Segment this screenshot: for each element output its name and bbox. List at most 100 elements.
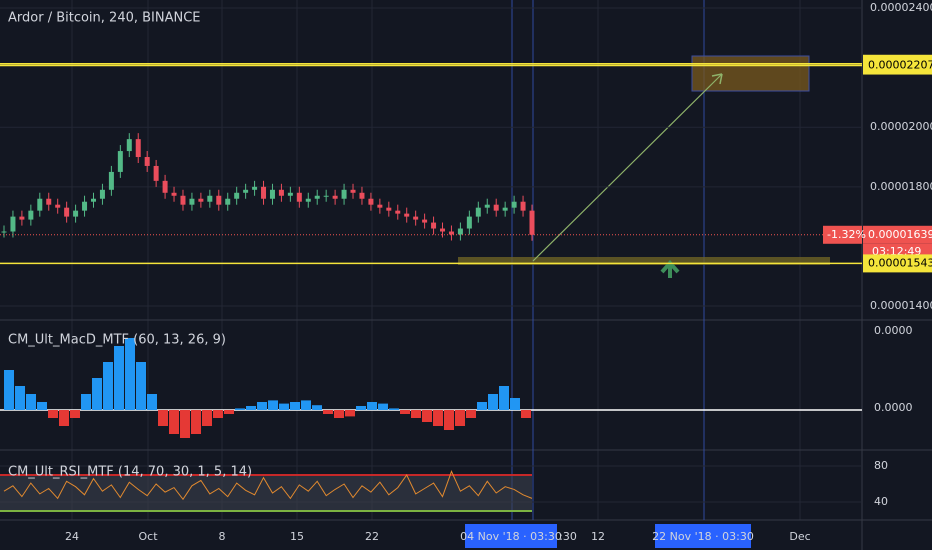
candle — [386, 207, 392, 211]
macd-bar — [510, 398, 520, 410]
candle — [350, 189, 356, 193]
price-label: 0.00002207 — [868, 59, 932, 72]
candle — [1, 231, 7, 233]
candle — [19, 216, 25, 220]
macd-bar — [48, 410, 58, 418]
time-label: 22 — [365, 530, 379, 543]
candle — [305, 198, 311, 202]
price-label: 0.00001639 — [868, 228, 932, 241]
candle — [153, 165, 159, 181]
price-label-box — [863, 225, 932, 244]
candle — [252, 186, 258, 190]
time-label: :30 — [559, 530, 577, 543]
macd-bar — [92, 378, 102, 410]
macd-bar — [169, 410, 179, 434]
time-label: Oct — [138, 530, 158, 543]
candle — [189, 198, 195, 205]
data-layer: 0.00002400 0.00002000 0.00001800 0.00001400… — [0, 1, 932, 513]
price-label-box — [863, 56, 932, 75]
candle — [493, 204, 499, 211]
price-tick-label: 0.00002400 — [870, 1, 932, 14]
arrow-head — [711, 73, 723, 85]
macd-bar — [224, 410, 234, 414]
candle — [422, 219, 428, 223]
macd-bar — [433, 410, 443, 426]
candle — [520, 201, 526, 211]
macd-bar — [4, 370, 14, 410]
candle — [368, 198, 374, 205]
macd-bar — [202, 410, 212, 426]
macd-bar — [37, 402, 47, 410]
chart-title: Ardor / Bitcoin, 240, BINANCE — [8, 11, 201, 26]
candle — [207, 195, 213, 202]
candle — [198, 198, 204, 202]
candle — [261, 186, 267, 199]
macd-bar — [213, 410, 223, 418]
macd-bar — [279, 403, 289, 410]
macd-bar — [312, 405, 322, 410]
candle — [180, 195, 186, 205]
macd-bar — [400, 410, 410, 414]
macd-bar — [125, 338, 135, 410]
macd-bar — [477, 402, 487, 410]
macd-bar — [103, 362, 113, 410]
rsi-tick-label: 40 — [874, 495, 888, 508]
macd-bar — [59, 410, 69, 426]
candle — [10, 216, 16, 232]
rsi-title: CM_Ult_RSI_MTF (14, 70, 30, 1, 5, 14) — [8, 465, 252, 480]
candle — [377, 204, 383, 208]
candle — [278, 189, 284, 196]
macd-bar — [367, 402, 377, 410]
candle — [216, 195, 222, 205]
macd-bar — [246, 406, 256, 410]
macd-bar — [389, 408, 399, 410]
macd-bar — [411, 410, 421, 418]
time-label: Dec — [789, 530, 810, 543]
macd-bar — [70, 410, 80, 418]
rsi-tick-label: 80 — [874, 459, 888, 472]
candle — [448, 231, 454, 235]
macd-bar — [345, 410, 355, 417]
candle — [296, 192, 302, 202]
candle — [511, 201, 517, 208]
candle — [90, 198, 96, 202]
trend-arrow — [532, 73, 723, 262]
candle — [502, 207, 508, 211]
time-label: 8 — [219, 530, 226, 543]
macd-bar — [191, 410, 201, 434]
macd-bar — [499, 386, 509, 410]
candle — [117, 151, 123, 172]
price-label-box — [863, 254, 932, 273]
candle — [413, 216, 419, 220]
price-tick-label: 0.00002000 — [870, 120, 932, 133]
macd-bar — [422, 410, 432, 422]
candle — [55, 204, 61, 208]
rsi-line — [3, 470, 533, 501]
price-label: 0.00001543 — [868, 256, 932, 269]
macd-bar — [15, 386, 25, 410]
macd-bar — [301, 400, 311, 410]
macd-bar — [158, 410, 168, 426]
macd-bar — [455, 410, 465, 426]
change-box — [823, 225, 862, 244]
candle — [225, 198, 231, 205]
time-label: 12 — [591, 530, 605, 543]
candle — [234, 192, 240, 199]
macd-bar — [290, 402, 300, 410]
candle — [529, 210, 535, 235]
candle — [341, 189, 347, 199]
price-tick-label: 0.00001800 — [870, 180, 932, 193]
candle — [46, 198, 52, 205]
candle — [108, 171, 114, 190]
candle — [37, 198, 43, 211]
macd-bar — [323, 410, 333, 414]
candle — [126, 139, 132, 152]
candle — [99, 189, 105, 199]
macd-title: CM_Ult_MacD_MTF (60, 13, 26, 9) — [8, 333, 226, 348]
candle — [466, 216, 472, 229]
candle — [269, 189, 275, 199]
candle — [359, 192, 365, 199]
macd-axis-label: 0.0000 — [874, 401, 913, 414]
candle — [64, 207, 70, 217]
